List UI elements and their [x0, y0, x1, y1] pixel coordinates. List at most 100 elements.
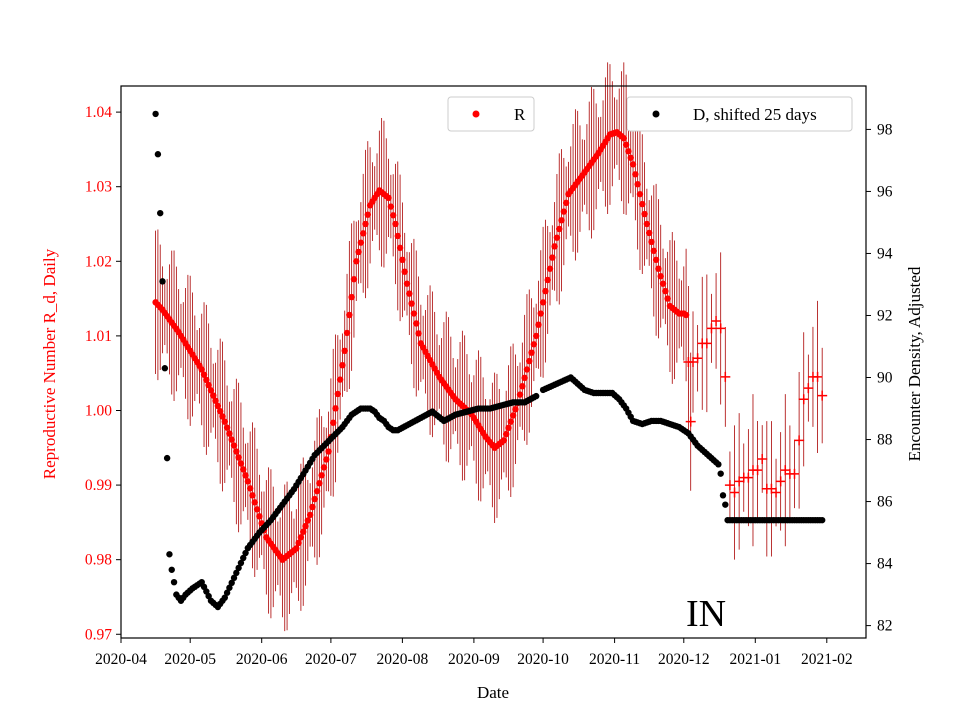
d-point [715, 461, 722, 468]
d-point [223, 589, 231, 596]
r-point [528, 349, 535, 356]
r-point [237, 460, 245, 467]
r-point [521, 374, 528, 382]
r-point [325, 448, 332, 455]
r-point [625, 148, 632, 155]
y-left-tick-label: 0.97 [85, 626, 112, 643]
r-point [629, 161, 637, 168]
r-point [242, 472, 249, 479]
r-point [535, 321, 542, 328]
r-tail-marker [724, 480, 735, 491]
x-tick-label: 2020-08 [377, 651, 429, 668]
r-point [519, 383, 526, 390]
r-point [643, 220, 651, 228]
x-tick-label: 2020-05 [164, 651, 216, 668]
r-point [632, 171, 639, 178]
x-tick-label: 2021-02 [801, 651, 853, 668]
d-point [242, 549, 249, 557]
r-point [652, 256, 660, 264]
r-point [639, 200, 646, 208]
plot-area [152, 62, 828, 632]
r-point [627, 154, 634, 161]
r-tail-marker [752, 465, 763, 476]
r-point [512, 406, 519, 413]
r-point [399, 256, 406, 264]
r-point [219, 413, 226, 420]
r-point [311, 495, 318, 503]
r-point [240, 466, 247, 473]
r-point [546, 265, 554, 272]
r-point [295, 539, 302, 547]
y-right-tick-label: 88 [877, 432, 893, 449]
y-axis-label-left: Reproductive Number R_d, Daily [40, 248, 59, 479]
y-right-tick-label: 92 [877, 307, 893, 324]
r-point [560, 208, 568, 215]
d-point [722, 501, 729, 508]
r-point [320, 464, 328, 471]
d-point [230, 574, 238, 582]
d-point [240, 554, 247, 562]
r-point [542, 287, 549, 295]
r-point [244, 478, 252, 485]
r-point [346, 311, 353, 319]
y-left-tick-label: 0.98 [85, 552, 112, 569]
d-point [237, 559, 245, 567]
d-point [717, 470, 724, 477]
r-point [336, 376, 344, 383]
r-point [385, 194, 392, 202]
y-right-tick-label: 82 [877, 618, 893, 635]
r-point [304, 517, 312, 524]
r-points [152, 129, 690, 563]
d-point [233, 569, 240, 577]
d-point [532, 392, 540, 400]
y-left-tick-label: 1.01 [85, 328, 112, 345]
r-tail-marker [789, 468, 800, 479]
r-point [539, 299, 547, 306]
r-tail-marker [743, 472, 754, 483]
r-point [664, 295, 671, 302]
d-point [154, 151, 162, 158]
legend-d-marker [652, 110, 660, 118]
r-point [223, 424, 231, 431]
r-point [359, 230, 367, 237]
r-point [246, 485, 254, 492]
r-tail-marker [706, 323, 717, 334]
r-tail-markers [683, 315, 828, 498]
r-tail-marker [711, 315, 722, 326]
r-point [537, 310, 544, 317]
d-point [152, 110, 159, 118]
r-point [210, 392, 217, 399]
r-tail-marker [812, 371, 823, 382]
x-axis-label: Date [477, 683, 509, 702]
r-tail-marker [803, 383, 814, 394]
d-point [226, 584, 233, 591]
x-tick-label: 2021-01 [729, 651, 781, 668]
r-point [645, 229, 653, 237]
r-point [413, 320, 420, 327]
r-point [636, 190, 644, 198]
r-point [297, 534, 305, 541]
legend-r-label: R [514, 105, 526, 124]
r-point [387, 203, 395, 210]
y-left-tick-label: 1.00 [85, 402, 112, 419]
r-tail-marker [729, 487, 740, 498]
r-point [339, 361, 346, 369]
legend-d-label: D, shifted 25 days [693, 105, 817, 124]
d-point [719, 492, 727, 499]
r-point [350, 276, 358, 283]
r-point [406, 290, 413, 297]
r-point [622, 141, 630, 148]
r-point [562, 199, 570, 207]
r-point [293, 545, 300, 552]
d-point [221, 594, 228, 601]
r-point [334, 390, 342, 398]
r-point [659, 280, 667, 287]
r-point [230, 442, 238, 449]
legend-d: D, shifted 25 days [626, 96, 853, 132]
r-point [249, 492, 256, 499]
r-point [682, 311, 690, 319]
r-point [323, 456, 330, 463]
r-tail-marker [817, 390, 828, 401]
r-tail-marker [794, 435, 805, 446]
r-point [216, 408, 224, 415]
